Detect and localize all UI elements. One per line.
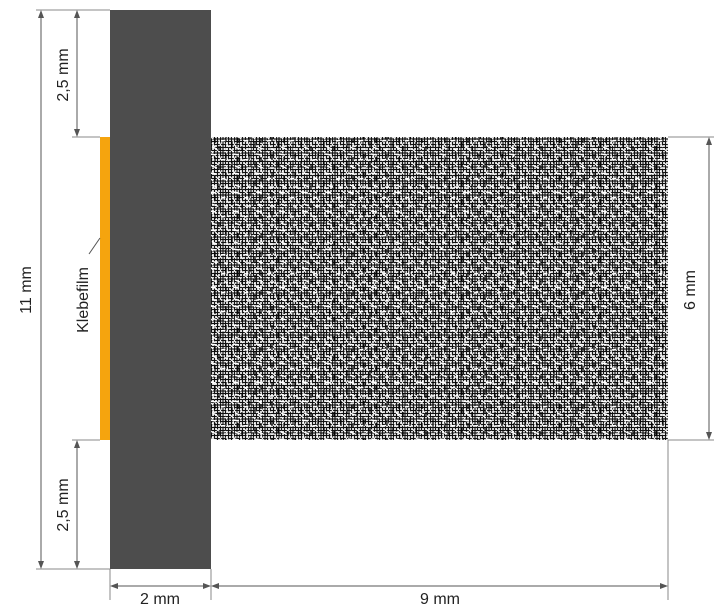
label-top-gap: 2,5 mm [55,48,72,101]
dark-strip [110,10,211,569]
label-bottom-gap: 2,5 mm [55,478,72,531]
dimension-mesh-height: 6 mm [682,137,712,440]
adhesive-film-callout: Klebefilm [75,237,101,333]
dimension-bottom-gap: 2,5 mm [55,440,80,569]
extension-lines [36,9,714,600]
label-total-height: 11 mm [18,266,35,314]
label-adhesive-film: Klebefilm [75,267,92,333]
dimension-top-gap: 2,5 mm [55,10,80,137]
dimension-mesh-length: 9 mm [211,583,668,605]
mesh-block [211,137,668,440]
adhesive-film [100,137,110,440]
dimension-total-height: 11 mm [18,10,44,569]
label-mesh-height: 6 mm [682,270,699,310]
dimension-strip-width: 2 mm [110,583,211,605]
label-mesh-length: 9 mm [420,591,460,605]
label-strip-width: 2 mm [140,591,180,605]
